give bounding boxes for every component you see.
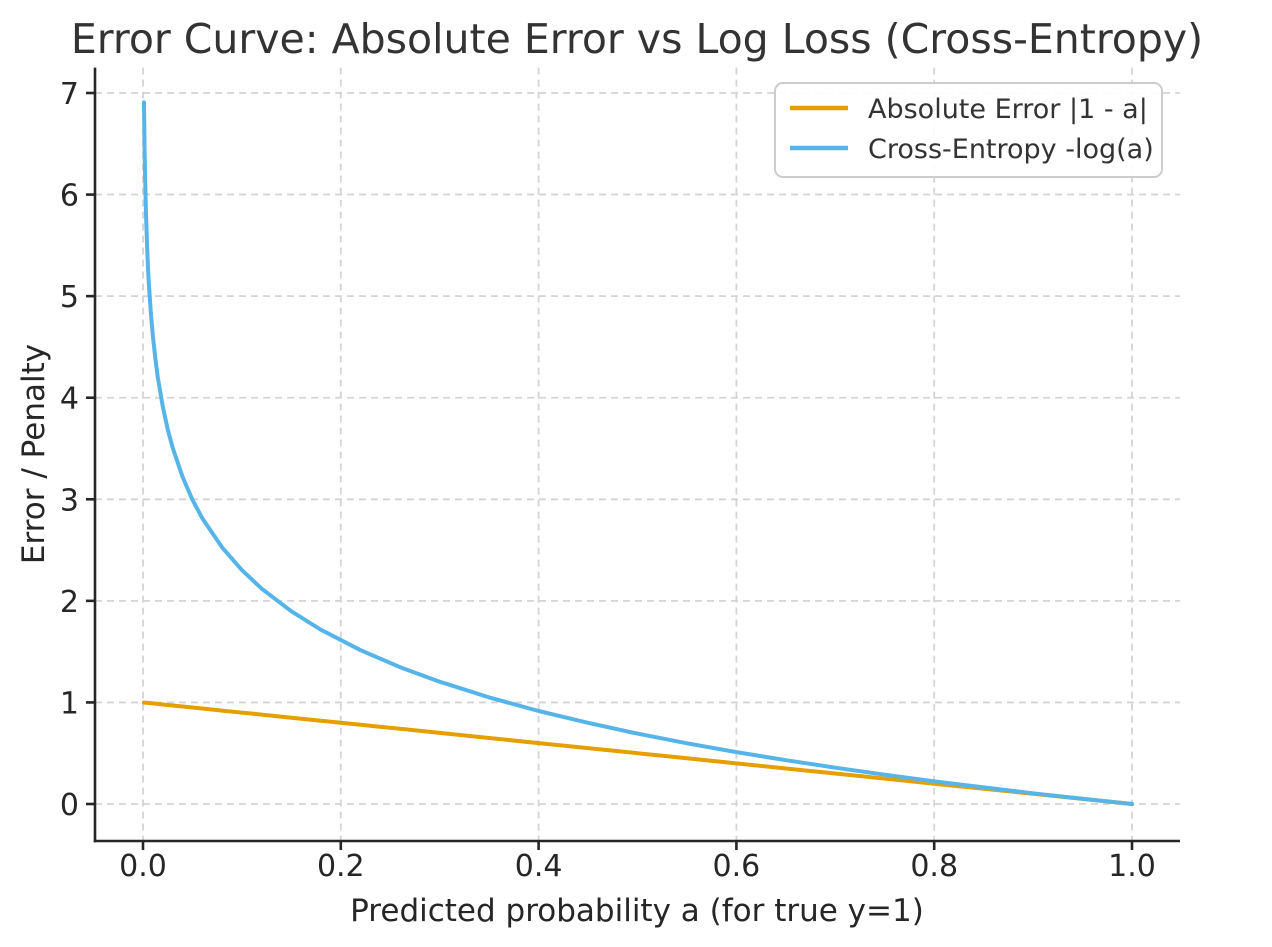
x-axis-label: Predicted probability a (for true y=1) (350, 893, 924, 929)
x-tick-label: 0.4 (515, 849, 563, 884)
legend-box (774, 82, 1163, 178)
y-tick-label: 7 (60, 77, 79, 112)
y-tick-label: 3 (60, 483, 79, 518)
y-tick-label: 4 (60, 382, 79, 417)
y-axis-label: Error / Penalty (16, 344, 52, 564)
curve-absolute-error-1-a (142, 700, 1134, 806)
x-tick-label: 0.2 (317, 849, 365, 884)
y-tick-label: 2 (60, 585, 79, 620)
x-tick-label: 0.0 (119, 849, 167, 884)
y-tick-label: 0 (60, 788, 79, 823)
legend-label-cross-entropy: Cross-Entropy -log(a) (868, 134, 1154, 165)
y-tick-label: 5 (60, 280, 79, 315)
y-tick-label: 6 (60, 179, 79, 214)
gridlines (95, 67, 1180, 841)
tick-labels: 0.0 0.2 0.4 0.6 0.8 1.0 0 1 2 3 4 5 6 7 (60, 77, 1156, 884)
chart-title: Error Curve: Absolute Error vs Log Loss … (71, 15, 1203, 63)
x-tick-label: 0.8 (910, 849, 958, 884)
y-tick-label: 1 (60, 686, 79, 721)
curve-cross-entropy-log-a (142, 100, 1134, 806)
data-curves (142, 100, 1134, 806)
legend: Absolute Error |1 - a| Cross-Entropy -lo… (774, 82, 1163, 178)
legend-label-absolute-error: Absolute Error |1 - a| (868, 94, 1148, 125)
axes-spines (93, 67, 1180, 843)
x-tick-label: 0.6 (713, 849, 761, 884)
x-tick-label: 1.0 (1108, 849, 1156, 884)
axis-ticks (86, 91, 1134, 850)
